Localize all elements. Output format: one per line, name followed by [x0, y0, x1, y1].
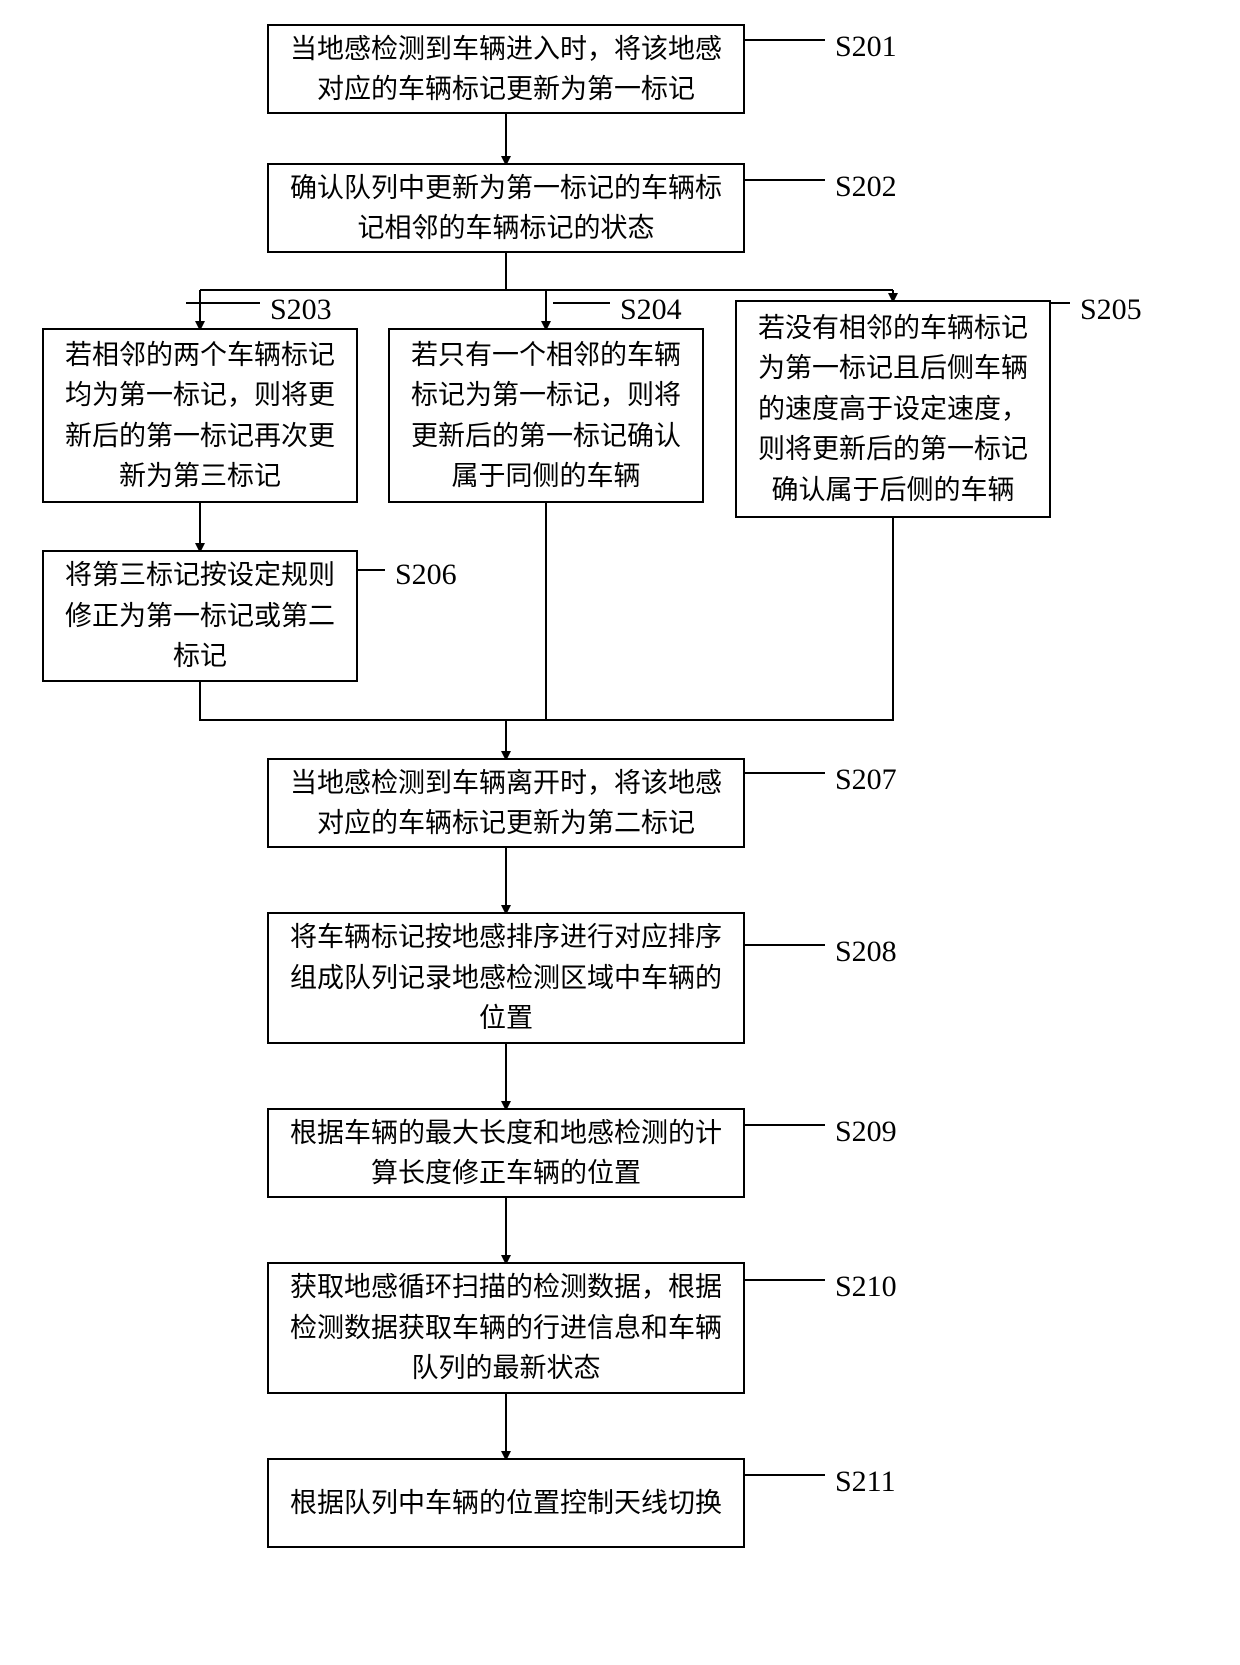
flowchart-node-s210: 获取地感循环扫描的检测数据，根据检测数据获取车辆的行进信息和车辆队列的最新状态 [267, 1262, 745, 1394]
flowchart-label-s207: S207 [835, 763, 897, 797]
flowchart-node-s209: 根据车辆的最大长度和地感检测的计算长度修正车辆的位置 [267, 1108, 745, 1198]
flowchart-label-s203: S203 [270, 293, 332, 327]
flowchart-node-s203: 若相邻的两个车辆标记均为第一标记，则将更新后的第一标记再次更新为第三标记 [42, 328, 358, 503]
flowchart-canvas: 当地感检测到车辆进入时，将该地感对应的车辆标记更新为第一标记 S201 确认队列中更… [0, 0, 1240, 1665]
flowchart-label-s211: S211 [835, 1465, 896, 1499]
flowchart-label-s204: S204 [620, 293, 682, 327]
flowchart-edge-9 [506, 518, 893, 720]
flowchart-label-s205: S205 [1080, 293, 1142, 327]
flowchart-node-s211: 根据队列中车辆的位置控制天线切换 [267, 1458, 745, 1548]
flowchart-node-s206: 将第三标记按设定规则修正为第一标记或第二标记 [42, 550, 358, 682]
flowchart-label-s208: S208 [835, 935, 897, 969]
flowchart-node-s201: 当地感检测到车辆进入时，将该地感对应的车辆标记更新为第一标记 [267, 24, 745, 114]
flowchart-label-s210: S210 [835, 1270, 897, 1304]
flowchart-node-s208: 将车辆标记按地感排序进行对应排序组成队列记录地感检测区域中车辆的位置 [267, 912, 745, 1044]
flowchart-node-s202: 确认队列中更新为第一标记的车辆标记相邻的车辆标记的状态 [267, 163, 745, 253]
flowchart-node-s204: 若只有一个相邻的车辆标记为第一标记，则将更新后的第一标记确认属于同侧的车辆 [388, 328, 704, 503]
flowchart-node-s207: 当地感检测到车辆离开时，将该地感对应的车辆标记更新为第二标记 [267, 758, 745, 848]
flowchart-edge-7 [200, 682, 506, 758]
flowchart-label-s201: S201 [835, 30, 897, 64]
flowchart-label-s202: S202 [835, 170, 897, 204]
flowchart-label-s209: S209 [835, 1115, 897, 1149]
flowchart-node-s205: 若没有相邻的车辆标记为第一标记且后侧车辆的速度高于设定速度，则将更新后的第一标记… [735, 300, 1051, 518]
flowchart-label-s206: S206 [395, 558, 457, 592]
